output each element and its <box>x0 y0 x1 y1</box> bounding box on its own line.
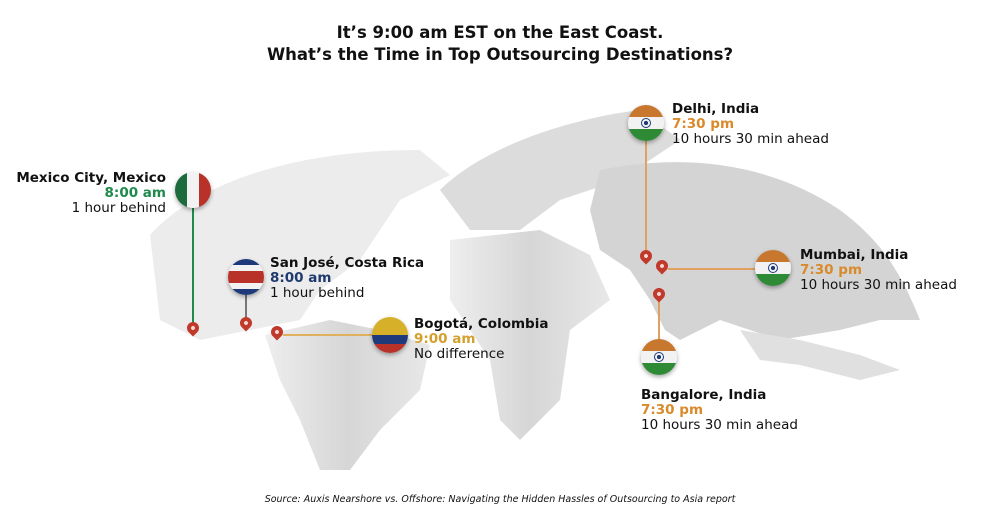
mumbai-label: Mumbai, India 7:30 pm 10 hours 30 min ah… <box>800 248 957 293</box>
asia-shape <box>590 162 920 340</box>
city-name: Bogotá, Colombia <box>414 316 549 332</box>
costa-rica-connector <box>245 295 247 320</box>
title-line-2: What’s the Time in Top Outsourcing Desti… <box>266 45 734 64</box>
city-name: San José, Costa Rica <box>270 255 425 271</box>
mexico-connector <box>192 208 194 326</box>
colombia-label: Bogotá, Colombia 9:00 am No difference <box>414 317 548 362</box>
bangalore-connector <box>658 302 660 339</box>
mexico-flag-icon <box>175 172 211 208</box>
local-time: 7:30 pm <box>641 402 704 418</box>
time-difference: No difference <box>414 346 505 362</box>
time-difference: 1 hour behind <box>71 200 166 216</box>
delhi-label: Delhi, India 7:30 pm 10 hours 30 min ahe… <box>672 102 829 147</box>
africa-shape <box>450 230 610 440</box>
mumbai-flag-icon <box>755 250 791 286</box>
source-note: Source: Auxis Nearshore vs. Offshore: Na… <box>264 494 736 505</box>
north-america-shape <box>150 150 450 340</box>
delhi-flag-icon <box>628 105 664 141</box>
bangalore-flag-icon <box>641 339 677 375</box>
south-america-shape <box>265 320 430 470</box>
local-time: 8:00 am <box>104 185 166 201</box>
page-title: It’s 9:00 am EST on the East Coast. What… <box>0 22 1000 66</box>
local-time: 9:00 am <box>414 331 476 347</box>
delhi-connector <box>645 141 647 254</box>
costa-rica-flag-icon <box>228 259 264 295</box>
mumbai-connector <box>668 268 755 270</box>
europe-shape <box>440 110 680 230</box>
city-name: Bangalore, India <box>641 387 767 403</box>
local-time: 7:30 pm <box>800 262 863 278</box>
bangalore-label: Bangalore, India 7:30 pm 10 hours 30 min… <box>641 388 798 433</box>
local-time: 8:00 am <box>270 270 332 286</box>
colombia-flag-icon <box>372 317 408 353</box>
city-name: Mumbai, India <box>800 247 909 263</box>
local-time: 7:30 pm <box>672 116 735 132</box>
southeast-asia-shape <box>740 330 900 380</box>
time-difference: 1 hour behind <box>270 285 365 301</box>
time-difference: 10 hours 30 min ahead <box>800 277 957 293</box>
costa-rica-label: San José, Costa Rica 8:00 am 1 hour behi… <box>270 256 424 301</box>
title-line-1: It’s 9:00 am EST on the East Coast. <box>336 23 664 42</box>
mexico-label: Mexico City, Mexico 8:00 am 1 hour behin… <box>16 171 166 216</box>
city-name: Mexico City, Mexico <box>16 170 166 186</box>
time-difference: 10 hours 30 min ahead <box>641 417 798 433</box>
city-name: Delhi, India <box>672 101 760 117</box>
time-difference: 10 hours 30 min ahead <box>672 131 829 147</box>
colombia-connector <box>283 334 373 336</box>
